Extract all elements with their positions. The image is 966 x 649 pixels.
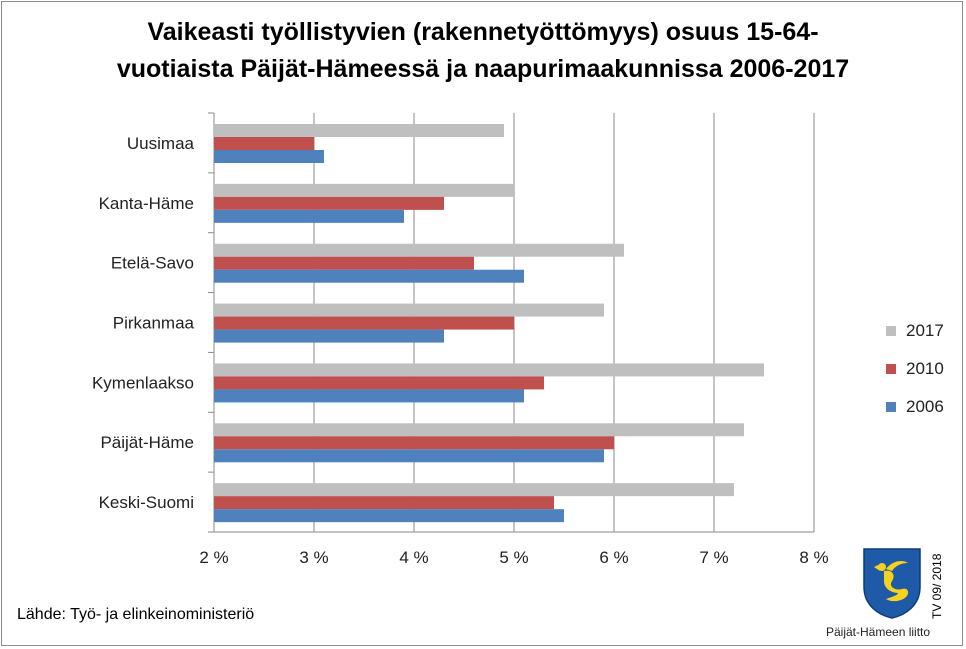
bar-2006 [214,269,524,283]
x-tick-label: 5 % [499,548,528,567]
legend-item-2017: 2017 [886,320,944,342]
category-label: Pirkanmaa [113,314,195,333]
category-label: Keski-Suomi [99,493,194,512]
x-tick-label: 8 % [799,548,828,567]
x-tick-label: 6 % [599,548,628,567]
legend-item-2010: 2010 [886,358,944,380]
bar-2006 [214,389,524,403]
category-label: Päijät-Häme [100,433,194,452]
bar-2010 [214,316,514,330]
bar-2006 [214,449,604,463]
bar-2010 [214,196,444,210]
bar-2017 [214,423,744,437]
bar-2006 [214,209,404,223]
bar-2017 [214,363,764,377]
legend-swatch [886,364,896,374]
document-code: TV 09/ 2018 [930,553,944,619]
bar-2017 [214,183,514,197]
legend-swatch [886,326,896,336]
x-tick-label: 4 % [399,548,428,567]
chart-title: Vaikeasti työllistyvien (rakennetyöttömy… [40,14,926,88]
legend-swatch [886,402,896,412]
bar-2010 [214,137,314,150]
category-label: Kanta-Häme [99,194,194,213]
logo-caption: Päijät-Hämeen liitto [826,625,931,639]
legend-label: 2010 [906,359,944,378]
legend-label: 2006 [906,397,944,416]
bar-2010 [214,376,544,390]
coat-of-arms-logo [862,547,922,619]
mermaid-shield-icon [863,548,921,619]
source-note: Lähde: Työ- ja elinkeinoministeriö [17,606,255,623]
bar-2010 [214,256,474,270]
bar-2010 [214,436,614,450]
bar-2017 [214,243,624,257]
category-label: Etelä-Savo [111,254,194,273]
bar-2006 [214,150,324,163]
legend-label: 2017 [906,321,944,340]
category-label: Uusimaa [127,134,195,153]
bar-2006 [214,329,444,343]
bar-2017 [214,483,734,497]
chart-title-line-2: vuotiaista Päijät-Hämeessä ja naapurimaa… [116,55,850,83]
legend-item-2006: 2006 [886,396,944,418]
bar-2017 [214,124,504,137]
x-tick-label: 3 % [299,548,328,567]
category-label: Kymenlaakso [92,373,194,392]
x-tick-label: 7 % [699,548,728,567]
bar-2006 [214,509,564,523]
chart-title-line-1: Vaikeasti työllistyvien (rakennetyöttömy… [147,18,819,46]
x-tick-label: 2 % [199,548,228,567]
bar-2017 [214,303,604,317]
bar-2010 [214,496,554,510]
